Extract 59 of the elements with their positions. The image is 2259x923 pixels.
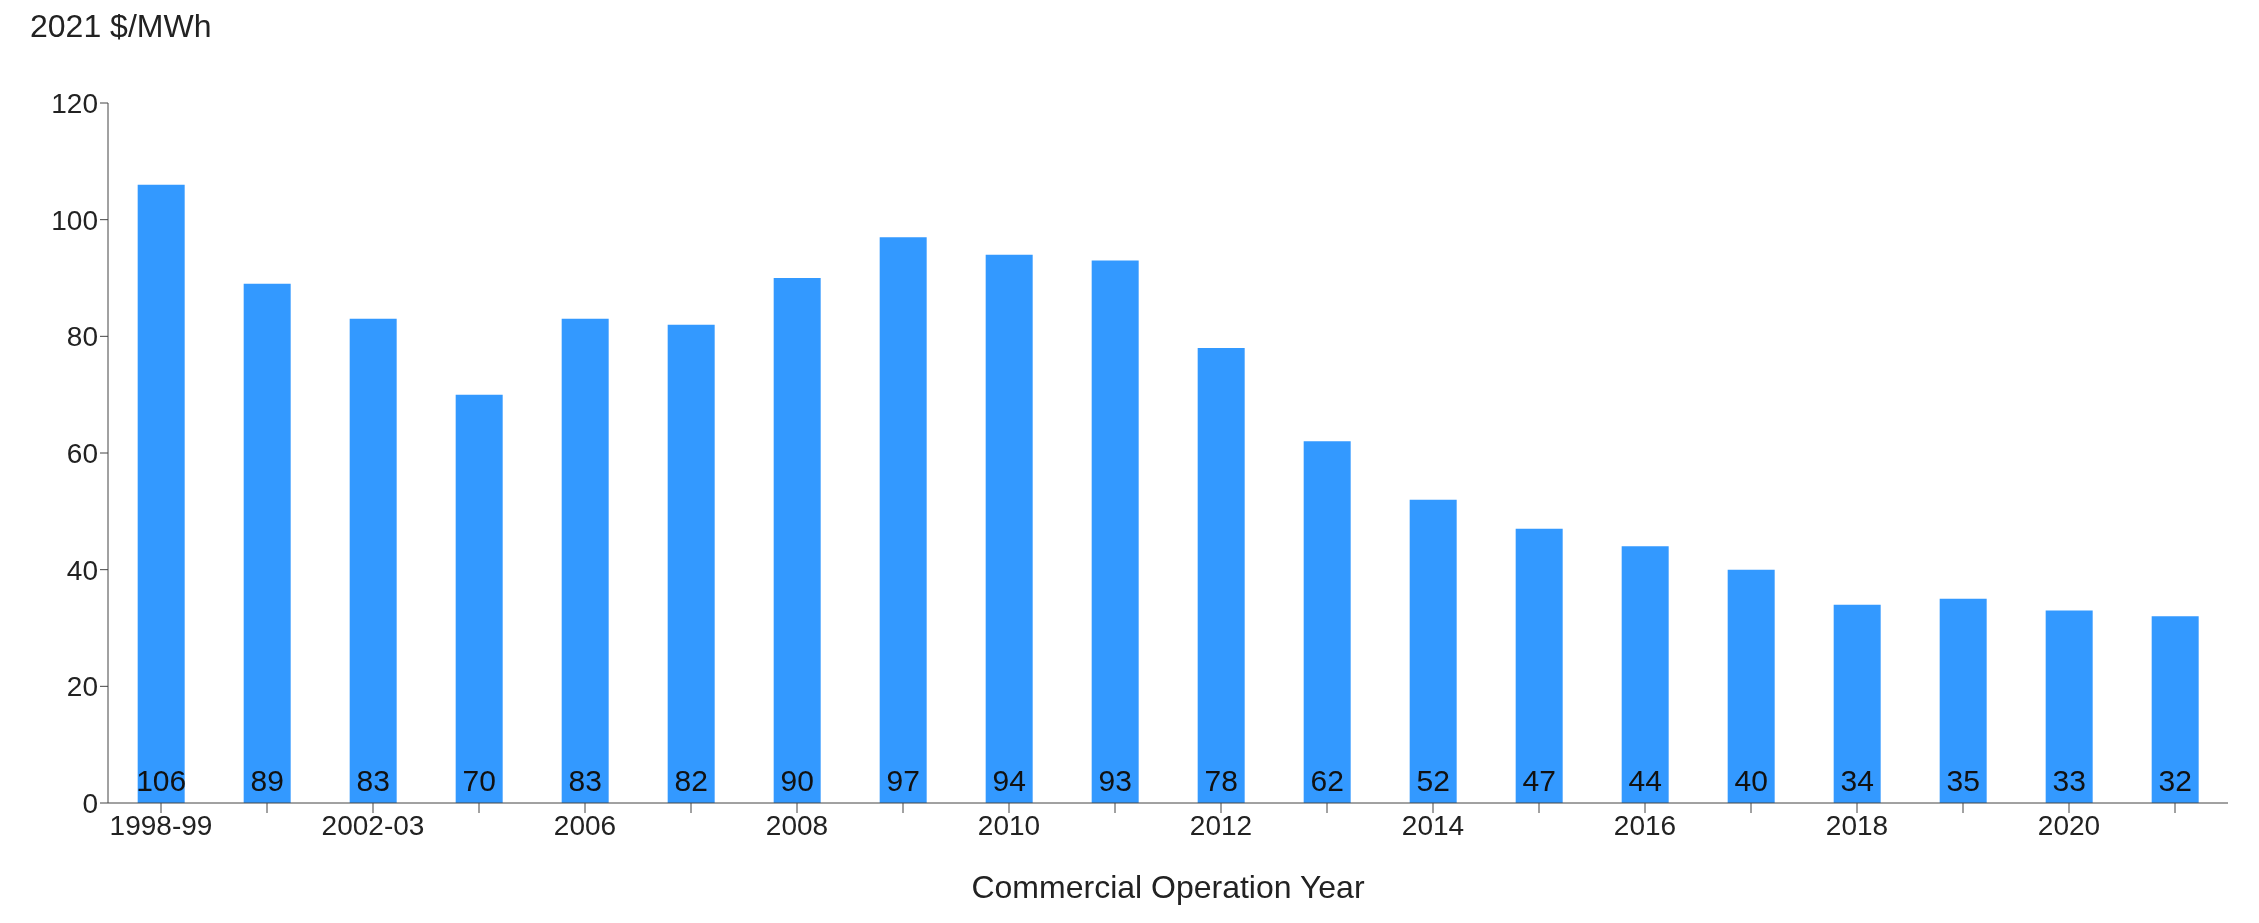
bar: [1621, 546, 1669, 803]
data-label: 47: [1522, 764, 1556, 797]
x-tick-label: 2008: [765, 809, 829, 841]
x-tick-label: 2016: [1613, 809, 1677, 841]
x-tick-label: 2014: [1401, 809, 1465, 841]
data-label: 44: [1628, 764, 1662, 797]
x-tick-label: 2018: [1825, 809, 1889, 841]
bar: [1409, 499, 1457, 803]
y-tick-label: 20: [66, 671, 98, 703]
x-tick-label: 2020: [2037, 809, 2101, 841]
data-label: 93: [1098, 764, 1132, 797]
bar: [1833, 604, 1881, 803]
data-label: 83: [356, 764, 390, 797]
x-tick-label: 2010: [977, 809, 1041, 841]
data-label: 90: [780, 764, 814, 797]
y-tick-label: 60: [66, 437, 98, 469]
x-tick-label: 2006: [553, 809, 617, 841]
bar: [1515, 528, 1563, 803]
data-label: 52: [1416, 764, 1450, 797]
data-label: 83: [568, 764, 602, 797]
bar: [1727, 569, 1775, 803]
data-label: 62: [1310, 764, 1344, 797]
y-axis-title: 2021 $/MWh: [30, 8, 212, 45]
bar: [137, 184, 185, 803]
y-tick-label: 40: [66, 554, 98, 586]
bar: [879, 237, 927, 803]
data-label: 78: [1204, 764, 1238, 797]
data-label: 33: [2052, 764, 2086, 797]
data-label: 40: [1734, 764, 1768, 797]
bar: [985, 254, 1033, 803]
x-axis-title: Commercial Operation Year: [971, 869, 1365, 905]
data-label: 32: [2158, 764, 2192, 797]
bar: [773, 278, 821, 803]
x-tick-label: 1998-99: [109, 809, 213, 841]
y-tick-label: 120: [51, 87, 98, 119]
data-label: 94: [992, 764, 1026, 797]
bar: [561, 318, 609, 803]
bar: [1091, 260, 1139, 803]
y-tick-label: 100: [51, 204, 98, 236]
x-tick-label: 2002-03: [321, 809, 425, 841]
bar: [2151, 616, 2199, 803]
data-label: 97: [886, 764, 920, 797]
bar: [2045, 610, 2093, 803]
data-label: 82: [674, 764, 708, 797]
y-tick-label: 0: [82, 787, 98, 819]
bar: [1303, 441, 1351, 803]
bar: [243, 283, 291, 803]
bar: [667, 324, 715, 803]
data-label: 106: [136, 764, 187, 797]
bar: [1939, 598, 1987, 803]
bar: [455, 394, 503, 803]
x-tick-label: 2012: [1189, 809, 1253, 841]
data-label: 35: [1946, 764, 1980, 797]
data-label: 34: [1840, 764, 1874, 797]
bar: [1197, 348, 1245, 803]
y-tick-label: 80: [66, 321, 98, 353]
bar: [349, 318, 397, 803]
data-label: 70: [462, 764, 496, 797]
data-label: 89: [250, 764, 284, 797]
